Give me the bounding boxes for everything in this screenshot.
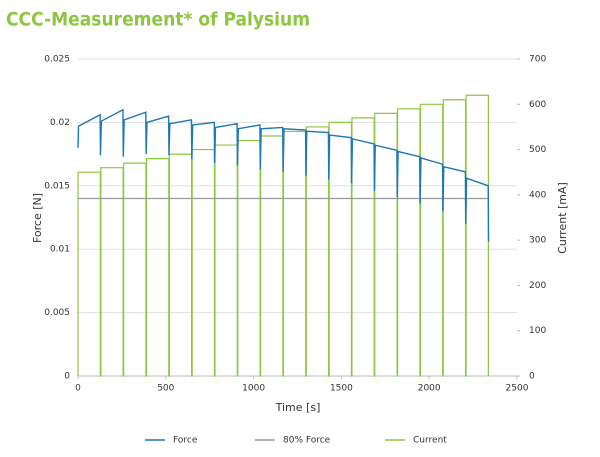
y2-tick-label: 200 [529, 281, 546, 291]
y2-tick-label: 300 [529, 236, 546, 246]
y2-axis-label: Current [mA] [556, 182, 569, 254]
x-axis-label: Time [s] [275, 401, 321, 414]
legend-label: 80% Force [283, 436, 331, 446]
chart-title: CCC-Measurement* of Palysium [6, 9, 310, 31]
y2-tick-label: 600 [529, 100, 546, 110]
x-tick-label: 0 [75, 384, 81, 394]
y2-tick-label: 500 [529, 145, 546, 155]
x-tick-label: 1500 [330, 384, 353, 394]
x-tick-label: 2500 [506, 384, 529, 394]
y-tick-label: 0.02 [50, 118, 70, 128]
y2-tick-label: 400 [529, 190, 546, 200]
y-tick-label: 0 [64, 372, 70, 382]
series-line [77, 108, 490, 242]
legend-label: Current [413, 436, 447, 446]
y-tick-label: 0.01 [50, 245, 70, 255]
y-tick-label: 0.015 [44, 181, 70, 191]
x-tick-label: 1000 [242, 384, 265, 394]
y2-tick-label: 100 [529, 326, 546, 336]
series-line [77, 94, 489, 377]
legend-label: Force [173, 436, 198, 446]
x-tick-label: 2000 [418, 384, 441, 394]
y-tick-label: 0.025 [44, 55, 70, 65]
y2-tick-label: 700 [529, 55, 546, 65]
x-tick-label: 500 [157, 384, 174, 394]
y-tick-label: 0.005 [44, 308, 70, 318]
y-axis-label: Force [N] [31, 193, 44, 243]
y2-tick-label: 0 [529, 372, 535, 382]
